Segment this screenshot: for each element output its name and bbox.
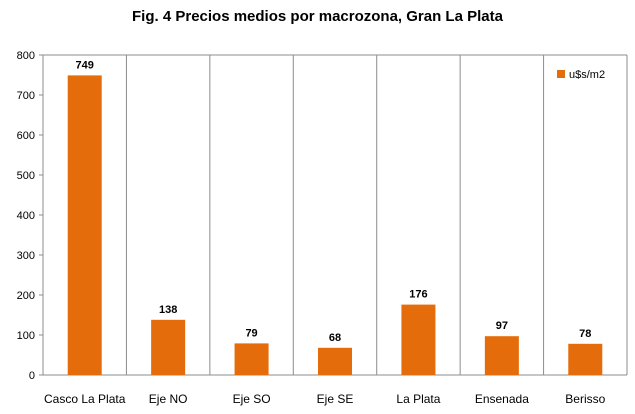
legend-label: u$s/m2 [569,69,605,81]
data-label: 78 [579,328,591,340]
data-label: 176 [409,289,427,301]
category-label: La Plata [396,392,440,406]
category-label: Berisso [565,392,605,406]
y-tick-label: 600 [17,130,35,142]
category-label: Ensenada [475,392,529,406]
y-tick-label: 300 [17,250,35,262]
bar [151,319,186,375]
bar [484,336,519,375]
bar [401,304,436,375]
category-label: Eje SO [233,392,271,406]
bar [234,343,269,375]
y-tick-label: 0 [29,370,35,382]
bar [318,347,352,375]
y-tick-label: 700 [17,90,35,102]
y-tick-label: 200 [17,290,35,302]
data-label: 97 [496,320,508,332]
data-label: 68 [329,332,341,344]
y-tick-label: 800 [17,50,35,62]
data-label: 79 [245,327,257,339]
category-label: Eje SE [317,392,354,406]
category-label: Eje NO [149,392,188,406]
y-tick-label: 400 [17,210,35,222]
data-label: 749 [76,59,94,71]
bar [568,343,603,375]
chart-title: Fig. 4 Precios medios por macrozona, Gra… [132,8,503,25]
y-tick-label: 100 [17,330,35,342]
data-label: 138 [159,304,177,316]
category-label: Casco La Plata [44,392,126,406]
legend-swatch [557,70,565,78]
y-tick-label: 500 [17,170,35,182]
bar [67,75,102,376]
